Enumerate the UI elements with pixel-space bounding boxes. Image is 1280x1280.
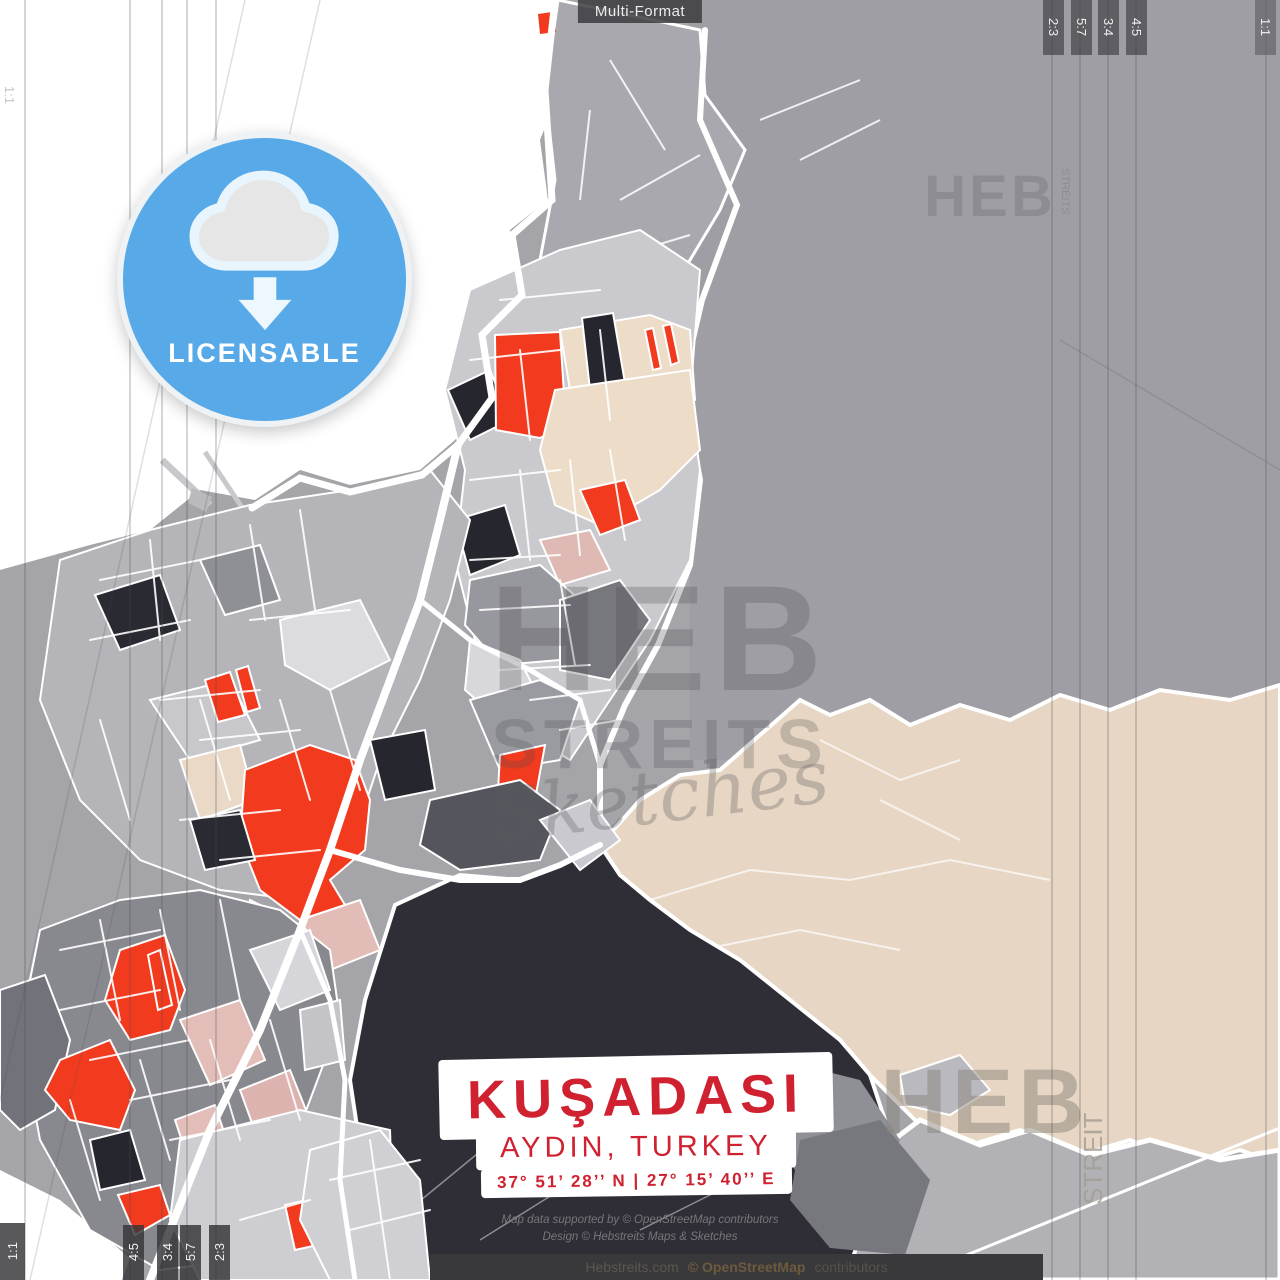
crop-mark-label: 1:1: [5, 1242, 20, 1261]
crop-mark-label: 5:7: [183, 1243, 198, 1262]
city-blocks-mid: [38, 468, 472, 972]
watermark-top-right: HEB STREITS: [924, 164, 1071, 229]
contributors-label: contributors: [814, 1259, 888, 1275]
watermark-heb-topright: HEB: [924, 164, 1055, 229]
watermark-streits-center: STREITS: [491, 705, 829, 783]
city-blocks-lower: [0, 888, 432, 1280]
site-link[interactable]: Hebstreits.com: [585, 1259, 679, 1275]
crop-mark-1-1-top-right: 1:1: [1255, 0, 1276, 55]
crop-mark-label: 2:3: [212, 1243, 227, 1262]
crop-mark-2-3-bottom: 2:3: [209, 1225, 230, 1280]
cloud-download-icon: [188, 170, 339, 331]
crop-mark-3-4: 3:4: [1098, 0, 1119, 55]
watermark-side-bottomright: STREIT: [1078, 1112, 1108, 1205]
watermark-center: HEB STREITS Sketches: [486, 554, 834, 860]
title-card: KUŞADASI AYDIN, TURKEY 37° 51’ 28’’ N | …: [438, 1051, 834, 1199]
attribution-line-2: Design © Hebstreits Maps & Sketches: [542, 1230, 738, 1243]
crop-mark-label: 4:5: [126, 1243, 141, 1262]
crop-mark-1-1-bottom-left: 1:1: [0, 1223, 25, 1280]
attribution-line-1: Map data supported by © OpenStreetMap co…: [501, 1214, 779, 1226]
coordinates-label: 37° 51’ 28’’ N | 27° 15’ 40’’ E: [480, 1164, 792, 1199]
crop-mark-label: 5:7: [1074, 18, 1089, 37]
crop-mark-label: 3:4: [160, 1243, 175, 1262]
map-attribution: Map data supported by © OpenStreetMap co…: [330, 1212, 950, 1245]
crop-mark-label: 3:4: [1101, 18, 1116, 37]
city-blocks-east: [418, 678, 622, 872]
footer-bar: Hebstreits.com © OpenStreetMap contribut…: [430, 1254, 1043, 1280]
crop-mark-label: 2:3: [1046, 18, 1061, 37]
crop-mark-5-7-bottom: 5:7: [180, 1225, 201, 1280]
licensable-label: LICENSABLE: [168, 338, 361, 368]
street-network: [59, 0, 626, 1280]
watermark-heb-bottomright: HEB: [880, 1051, 1089, 1153]
licensable-badge[interactable]: LICENSABLE: [117, 132, 412, 427]
ring-road: [597, 27, 741, 848]
watermark-side-topright: STREITS: [1059, 168, 1071, 214]
watermark-heb-center: HEB: [490, 554, 831, 722]
crop-mark-4-5-bottom: 4:5: [123, 1225, 144, 1280]
osm-copyright[interactable]: © OpenStreetMap: [687, 1259, 806, 1275]
crop-mark-3-4-bottom: 3:4: [157, 1225, 178, 1280]
crop-mark-2-3: 2:3: [1043, 0, 1064, 55]
land-right: [690, 0, 1280, 760]
city-blocks-upper: [443, 228, 702, 762]
crop-mark-label: 4:5: [1129, 18, 1144, 37]
crop-mark-5-7: 5:7: [1071, 0, 1092, 55]
watermark-bottom-right: HEB STREIT: [880, 1051, 1108, 1205]
crop-mark-1-1-top-left: 1:1: [2, 86, 17, 105]
crop-mark-label: 1:1: [1258, 18, 1273, 37]
multi-format-label: Multi-Format: [577, 0, 703, 23]
region-subtitle: AYDIN, TURKEY: [476, 1126, 797, 1171]
crop-mark-4-5: 4:5: [1126, 0, 1147, 55]
